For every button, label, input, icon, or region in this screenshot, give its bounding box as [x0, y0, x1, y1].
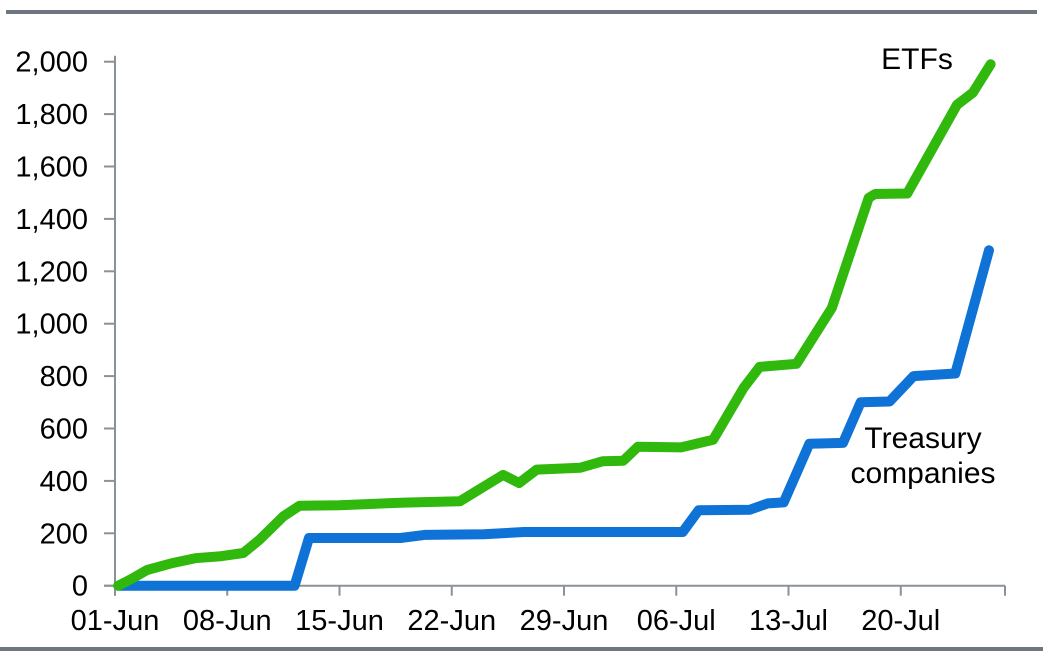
x-tick-label: 22-Jun	[407, 605, 496, 637]
x-tick-label: 15-Jun	[295, 605, 384, 637]
bottom-border-rule	[0, 647, 1043, 651]
x-tick-label: 08-Jun	[183, 605, 272, 637]
treasury-companies-series-label: Treasury companies	[850, 422, 996, 490]
top-border-rule	[6, 10, 1037, 14]
y-tick-label: 2,000	[15, 47, 88, 79]
y-tick-label: 0	[72, 571, 88, 603]
y-tick-label: 1,200	[15, 256, 88, 288]
x-tick-label: 01-Jun	[71, 605, 160, 637]
y-tick-label: 1,000	[15, 309, 88, 341]
y-tick-label: 1,800	[15, 99, 88, 131]
treasury-companies-line	[113, 245, 994, 591]
y-tick-label: 800	[40, 361, 88, 393]
y-tick-label: 1,400	[15, 204, 88, 236]
y-tick-label: 400	[40, 466, 88, 498]
y-tick-label: 200	[40, 518, 88, 550]
x-tick-label: 20-Jul	[861, 605, 940, 637]
x-tick-label: 13-Jul	[749, 605, 828, 637]
etfs-series-label: ETFs	[881, 43, 953, 76]
x-tick-label: 06-Jul	[637, 605, 716, 637]
etfs-line	[113, 59, 996, 591]
y-tick-label: 1,600	[15, 152, 88, 184]
y-tick-label: 600	[40, 414, 88, 446]
x-tick-label: 29-Jun	[520, 605, 609, 637]
